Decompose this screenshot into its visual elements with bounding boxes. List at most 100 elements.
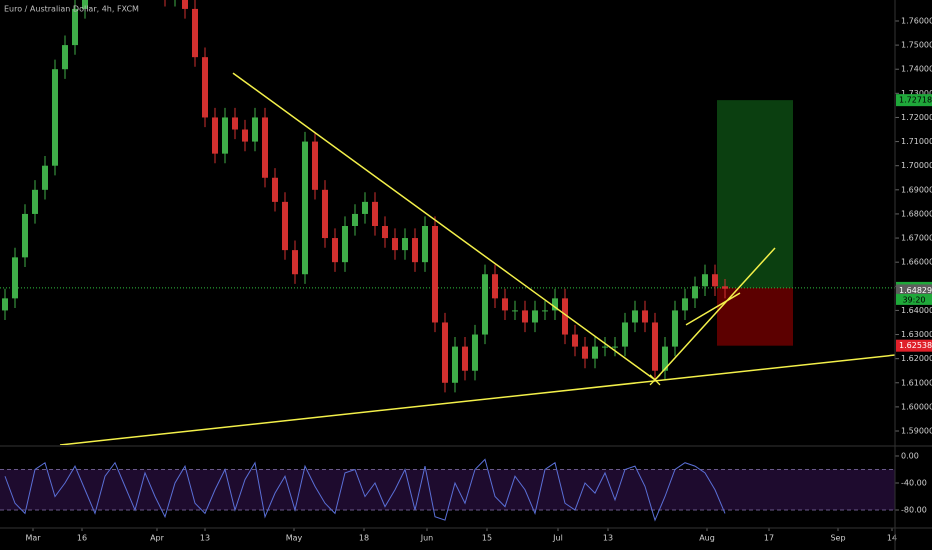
candle-body	[582, 346, 588, 359]
candle-body	[722, 286, 728, 289]
candle-body	[22, 213, 28, 258]
y-tick-label: 1.61000	[901, 378, 932, 387]
candle-body	[452, 346, 458, 383]
x-tick-label: 13	[200, 534, 210, 543]
candle-body	[672, 310, 678, 347]
candle-body	[442, 322, 448, 383]
candle-body	[692, 286, 698, 299]
x-tick-label: 18	[359, 534, 369, 543]
y-tick-label: 1.75000	[901, 41, 932, 50]
candle-body	[412, 238, 418, 263]
candle-body	[712, 274, 718, 287]
y-tick-label: 1.76000	[901, 16, 932, 25]
y-tick-label: 1.72000	[901, 113, 932, 122]
candle-body	[512, 310, 518, 312]
x-tick-label: 17	[764, 534, 774, 543]
candle-body	[12, 257, 18, 299]
oscillator-tick-label: -80.00	[901, 506, 927, 515]
candle-body	[432, 225, 438, 323]
y-tick-label: 1.69000	[901, 185, 932, 194]
candle-body	[302, 141, 308, 275]
candle-body	[72, 8, 78, 46]
profit-zone	[717, 100, 793, 288]
candle-body	[62, 45, 68, 70]
x-tick-label: 16	[77, 534, 87, 543]
trendline	[654, 247, 776, 381]
countdown-box	[896, 293, 932, 305]
candle-body	[462, 346, 468, 371]
x-tick-label: Aug	[699, 534, 715, 543]
candle-body	[342, 225, 348, 263]
candle-body	[222, 117, 228, 154]
y-tick-label: 1.73000	[901, 89, 932, 98]
price-tag-label: 1.64829	[899, 286, 932, 295]
candle-body	[322, 189, 328, 239]
y-tick-label: 1.62000	[901, 354, 932, 363]
oscillator-tick-label: 0.00	[901, 451, 919, 460]
y-tick-label: 1.64000	[901, 306, 932, 315]
y-tick-label: 1.63000	[901, 330, 932, 339]
x-tick-label: Sep	[830, 534, 845, 543]
candle-body	[612, 346, 618, 348]
candle-body	[472, 334, 478, 371]
oscillator-band	[0, 469, 895, 511]
y-tick-label: 1.74000	[901, 65, 932, 74]
candle-body	[572, 334, 578, 347]
candle-body	[52, 69, 58, 166]
chart-title: Euro / Australian Dollar, 4h, FXCM	[4, 5, 139, 14]
candle-body	[232, 117, 238, 130]
candle-body	[262, 117, 268, 178]
x-tick-label: 13	[603, 534, 613, 543]
x-tick-label: Apr	[150, 534, 165, 543]
oscillator-tick-label: -40.00	[901, 478, 927, 487]
y-tick-label: 1.67000	[901, 234, 932, 243]
x-tick-label: 14	[887, 534, 897, 543]
oscillator-line	[4, 458, 726, 522]
candle-body	[482, 274, 488, 335]
price-tag	[896, 339, 932, 352]
price-tag-label: 1.62538	[899, 341, 932, 350]
candle-body	[562, 298, 568, 335]
candle-body	[602, 346, 608, 348]
touch-marker	[649, 374, 661, 386]
trendline	[685, 292, 741, 326]
candle-body	[592, 346, 598, 359]
candle-body	[282, 201, 288, 251]
candle-body	[372, 201, 378, 226]
x-tick-label: Jun	[420, 534, 434, 543]
candle-body	[522, 310, 528, 323]
price-tag	[896, 94, 932, 107]
candle-body	[42, 165, 48, 190]
candle-body	[502, 298, 508, 311]
candle-body	[182, 0, 188, 9]
candle-body	[312, 141, 318, 190]
candle-body	[622, 322, 628, 347]
candle-body	[82, 0, 88, 9]
candle-body	[362, 201, 368, 214]
trendline	[232, 72, 656, 381]
candle-body	[552, 298, 558, 311]
y-tick-label: 1.68000	[901, 209, 932, 218]
candle-body	[402, 238, 408, 251]
candle-body	[532, 310, 538, 323]
y-tick-label: 1.71000	[901, 137, 932, 146]
candle-body	[632, 310, 638, 323]
candle-body	[642, 310, 648, 323]
candle-body	[212, 117, 218, 154]
y-tick-label: 1.66000	[901, 258, 932, 267]
candle-body	[352, 213, 358, 226]
candle-body	[202, 57, 208, 118]
candle-body	[242, 129, 248, 142]
x-tick-label: Mar	[25, 534, 41, 543]
candle-body	[702, 274, 708, 287]
candle-body	[272, 177, 278, 202]
candle-body	[682, 298, 688, 311]
price-tag-label: 1.72718	[899, 96, 932, 105]
price-tag	[896, 284, 932, 297]
candle-body	[292, 250, 298, 275]
candle-body	[652, 322, 658, 371]
x-tick-label: Jul	[552, 534, 563, 543]
y-tick-label: 1.70000	[901, 161, 932, 170]
x-tick-label: May	[286, 534, 303, 543]
